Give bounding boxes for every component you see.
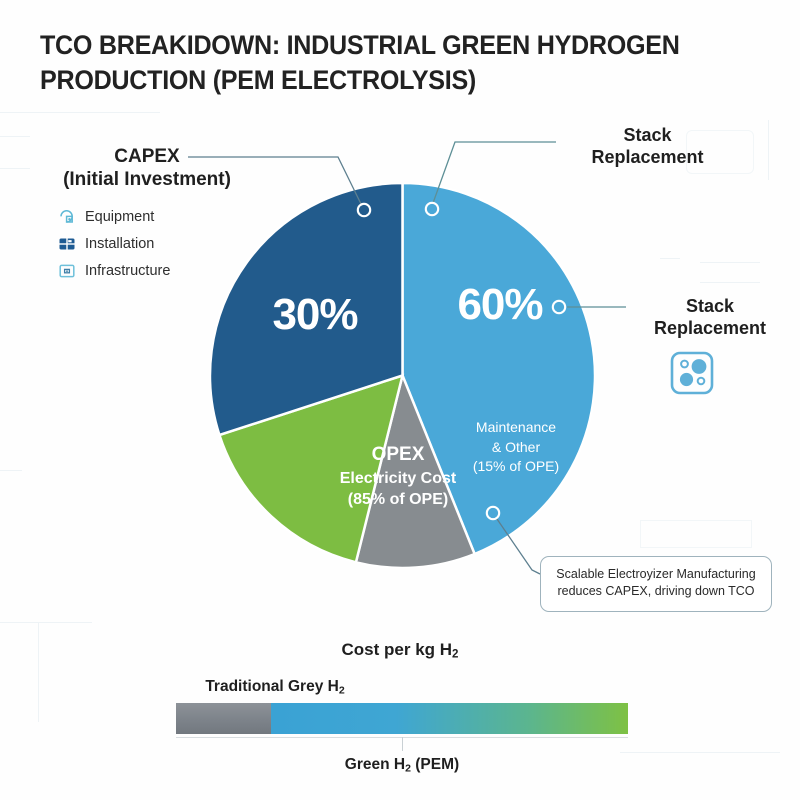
stack-right-line2: Replacement: [653, 317, 767, 338]
capex-legend: Equipment Installation Infr: [58, 205, 248, 286]
stack-right-line1: Stack: [685, 296, 735, 316]
watermark-line: [620, 752, 780, 753]
watermark-shape: [640, 520, 752, 548]
pie-chart: [210, 183, 595, 568]
watermark-line: [0, 622, 92, 623]
tooltip-line1: Scalable Electroyizer Manufacturing: [556, 567, 756, 581]
watermark-line: [700, 262, 760, 263]
watermark-line: [700, 282, 760, 283]
pie-chart-svg: [210, 183, 595, 568]
watermark-line: [768, 120, 769, 180]
stack-top-line2: Replacement: [591, 146, 704, 167]
pie-slice-stack-replacement[interactable]: [354, 371, 477, 568]
cost-bar-grey-segment: [176, 703, 271, 734]
legend-item-infrastructure[interactable]: Infrastructure: [58, 259, 248, 283]
title-line-2: PRODUCTION (PEM ELECTROLYSIS): [40, 64, 477, 95]
installation-icon: [58, 235, 76, 253]
cost-bar-title-text: Cost per kg H: [341, 640, 453, 659]
watermark-line: [0, 136, 30, 137]
stack-replacement-top-callout: Stack Replacement: [560, 125, 735, 169]
grey-hydrogen-label-sub: 2: [338, 684, 345, 697]
stack-replacement-right-callout: Stack Replacement: [630, 296, 790, 340]
legend-item-installation-label: Installation: [85, 236, 155, 252]
capex-callout-line1: CAPEX: [114, 146, 180, 167]
cost-bar-tick: [402, 737, 403, 751]
equipment-icon: [58, 208, 76, 226]
watermark-line: [660, 258, 680, 259]
legend-item-equipment[interactable]: Equipment: [58, 205, 248, 229]
pie-slice-maintenance[interactable]: [217, 373, 405, 564]
watermark-line: [38, 622, 39, 722]
cost-bar-title: Cost per kg H2: [240, 640, 560, 661]
legend-item-equipment-label: Equipment: [85, 209, 155, 225]
cost-bar-title-sub: 2: [452, 648, 459, 661]
stack-top-line1: Stack: [623, 125, 672, 145]
legend-item-infrastructure-label: Infrastructure: [85, 263, 171, 279]
green-hydrogen-label-text: Green H: [344, 756, 406, 773]
cost-comparison-bar[interactable]: [176, 703, 628, 734]
infrastructure-icon: [58, 262, 76, 280]
green-hydrogen-label-suffix: (PEM): [410, 756, 460, 773]
cost-bar-gradient-segment: [270, 703, 628, 734]
green-hydrogen-label-sub: 2: [405, 762, 411, 775]
page-title: TCO BREAKIDOWN: INDUSTRIAL GREEN HYDROGE…: [40, 28, 710, 97]
tooltip-line2: reduces CAPEX, driving down TCO: [557, 584, 755, 599]
stack-cells-icon: [668, 349, 716, 402]
title-line-1: TCO BREAKIDOWN: INDUSTRIAL GREEN HYDROGE…: [40, 30, 680, 60]
green-hydrogen-label: Green H2 (PEM): [242, 756, 562, 774]
capex-callout-line2: (Initial Investment): [63, 169, 231, 191]
grey-hydrogen-label: Traditional Grey H2: [140, 678, 410, 696]
watermark-line: [0, 470, 22, 471]
watermark-line: [0, 112, 160, 113]
capex-callout-title: CAPEX (Initial Investment): [32, 145, 262, 191]
tooltip-callout-box: Scalable Electroyizer Manufacturing redu…: [540, 556, 772, 612]
grey-hydrogen-label-text: Traditional Grey H: [205, 678, 339, 695]
watermark-line: [0, 168, 30, 169]
legend-item-installation[interactable]: Installation: [58, 232, 248, 256]
